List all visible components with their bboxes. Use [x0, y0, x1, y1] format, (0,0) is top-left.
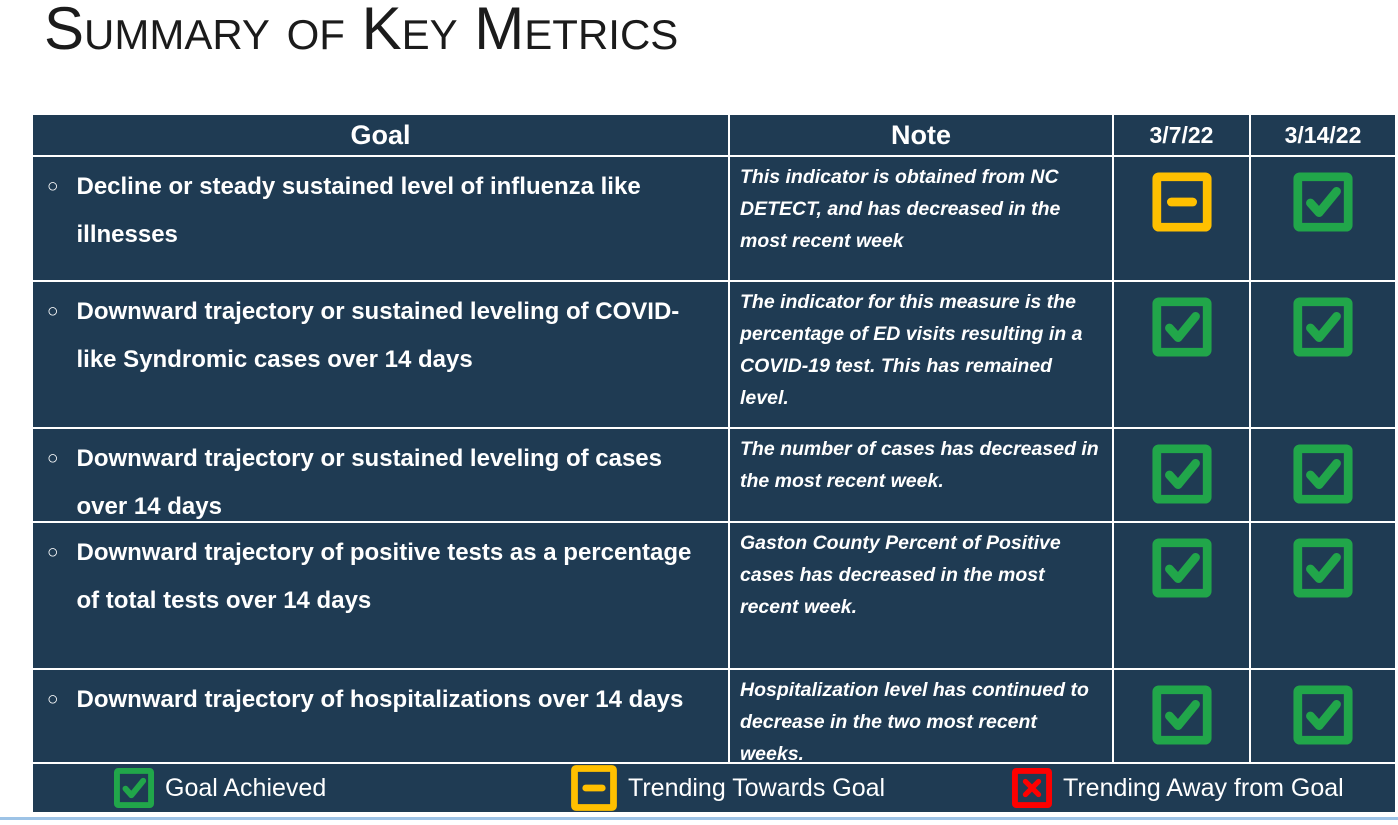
goal-cell: ○ Downward trajectory of hospitalizations…: [33, 670, 728, 762]
circle-bullet-icon: ○: [47, 448, 59, 469]
note-text: Hospitalization level has continued to d…: [740, 679, 1089, 765]
goal-text: Decline or steady sustained level of inf…: [76, 173, 641, 248]
goal-cell: ○ Decline or steady sustained level of in…: [33, 157, 728, 280]
goal-text: Downward trajectory of positive tests as…: [76, 539, 692, 614]
goal-cell: ○ Downward trajectory or sustained leveli…: [33, 429, 728, 521]
status-cell-date-2: [1251, 282, 1395, 427]
status-cell-date-1: [1114, 429, 1249, 521]
trending-away-x-icon: [1011, 767, 1053, 809]
trending-towards-dash-icon: [571, 765, 617, 811]
note-text: The number of cases has decreased in the…: [740, 438, 1099, 492]
goal-achieved-check-icon: [1151, 297, 1212, 357]
legend-item-trending-away: Trending Away from Goal: [1011, 767, 1344, 809]
goal-achieved-check-icon: [1293, 538, 1353, 598]
metrics-table: Goal Note 3/7/22 3/14/22 ○ Decline or ste…: [33, 115, 1395, 812]
legend-label: Goal Achieved: [165, 773, 327, 802]
note-text: The indicator for this measure is the pe…: [740, 291, 1083, 409]
note-cell: The number of cases has decreased in the…: [730, 429, 1112, 521]
goal-achieved-check-icon: [1151, 444, 1212, 504]
legend-label: Trending Away from Goal: [1063, 773, 1344, 802]
goal-achieved-check-icon: [1293, 685, 1353, 745]
page-title: Summary of Key Metrics: [44, 0, 679, 62]
goal-achieved-check-icon: [1293, 172, 1353, 232]
note-cell: This indicator is obtained from NC DETEC…: [730, 157, 1112, 280]
circle-bullet-icon: ○: [47, 301, 59, 322]
goal-achieved-check-icon: [1293, 444, 1353, 504]
legend-row: Goal Achieved Trending Towards Goal Trendi…: [33, 764, 1395, 812]
status-cell-date-2: [1251, 670, 1395, 762]
status-cell-date-1: [1114, 282, 1249, 427]
circle-bullet-icon: ○: [47, 689, 59, 710]
bottom-accent-line: [0, 817, 1398, 820]
header-cell-goal: Goal: [33, 115, 728, 155]
trending-towards-dash-icon: [1151, 172, 1212, 232]
status-cell-date-2: [1251, 429, 1395, 521]
goal-achieved-check-icon: [1151, 685, 1212, 745]
note-text: Gaston County Percent of Positive cases …: [740, 532, 1061, 618]
circle-bullet-icon: ○: [47, 542, 59, 563]
circle-bullet-icon: ○: [47, 176, 59, 197]
legend-item-achieved: Goal Achieved: [113, 767, 326, 809]
header-cell-date-1: 3/7/22: [1114, 115, 1249, 155]
goal-achieved-check-icon: [113, 767, 155, 809]
status-cell-date-1: [1114, 157, 1249, 280]
goal-cell: ○ Downward trajectory or sustained leveli…: [33, 282, 728, 427]
status-cell-date-1: [1114, 523, 1249, 668]
note-cell: Hospitalization level has continued to d…: [730, 670, 1112, 765]
goal-text: Downward trajectory of hospitalizations …: [76, 686, 684, 713]
goal-text: Downward trajectory or sustained levelin…: [76, 298, 680, 373]
legend-label: Trending Towards Goal: [628, 773, 886, 802]
header-cell-note: Note: [730, 115, 1112, 155]
status-cell-date-1: [1114, 670, 1249, 762]
note-cell: Gaston County Percent of Positive cases …: [730, 523, 1112, 668]
note-cell: The indicator for this measure is the pe…: [730, 282, 1112, 427]
note-text: This indicator is obtained from NC DETEC…: [740, 166, 1061, 252]
goal-text: Downward trajectory or sustained levelin…: [76, 445, 662, 520]
legend-item-trending-towards: Trending Towards Goal: [570, 764, 885, 812]
header-cell-date-2: 3/14/22: [1251, 115, 1395, 155]
status-cell-date-2: [1251, 157, 1395, 280]
status-cell-date-2: [1251, 523, 1395, 668]
goal-achieved-check-icon: [1293, 297, 1353, 357]
goal-cell: ○ Downward trajectory of positive tests a…: [33, 523, 728, 668]
goal-achieved-check-icon: [1151, 538, 1212, 598]
